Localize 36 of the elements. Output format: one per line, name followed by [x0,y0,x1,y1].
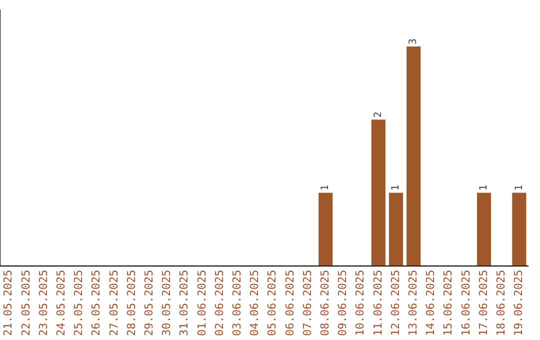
x-tick-label: 02.06.2025 [212,270,226,336]
x-tick-label: 13.06.2025 [406,270,420,336]
x-tick-label: 29.05.2025 [142,270,156,336]
x-tick-label: 27.05.2025 [107,270,120,336]
data-label: 1 [478,184,490,191]
x-tick-label: 17.06.2025 [476,270,490,336]
x-tick-label: 12.06.2025 [388,270,402,336]
x-tick-label: 07.06.2025 [300,270,314,336]
x-tick-label: 25.05.2025 [72,270,86,336]
x-tick-label: 08.06.2025 [318,270,332,336]
x-tick-label: 26.05.2025 [90,270,103,336]
x-tick-label: 14.06.2025 [424,270,438,336]
x-tick-label: 30.05.2025 [160,270,174,336]
x-tick-label: 18.06.2025 [494,270,508,336]
x-tick-label: 22.05.2025 [19,270,32,336]
x-tick-label: 04.06.2025 [248,270,262,336]
x-tick-label: 11.06.2025 [371,270,384,336]
data-label: 1 [514,184,525,191]
x-tick-label: 09.06.2025 [336,270,350,336]
x-tick-label: 23.05.2025 [36,270,50,336]
x-tick-label: 03.06.2025 [230,270,244,336]
x-tick-label: 05.06.2025 [266,270,279,336]
data-label: 3 [408,38,420,45]
data-label: 2 [372,112,384,118]
data-label: 1 [320,184,332,191]
x-tick-label: 15.06.2025 [442,270,455,336]
x-tick-label: 24.05.2025 [54,270,68,336]
x-tick-label: 01.06.2025 [195,270,208,336]
x-tick-label: 10.06.2025 [354,270,367,336]
x-tick-label: 31.05.2025 [178,270,191,336]
x-tick-label: 19.06.2025 [512,270,526,336]
x-tick-label: 06.06.2025 [283,270,296,336]
x-tick-label: 21.05.2025 [2,270,15,336]
x-tick-label: 16.06.2025 [459,270,472,336]
x-tick-label: 28.05.2025 [124,270,138,336]
data-label: 1 [390,184,402,191]
